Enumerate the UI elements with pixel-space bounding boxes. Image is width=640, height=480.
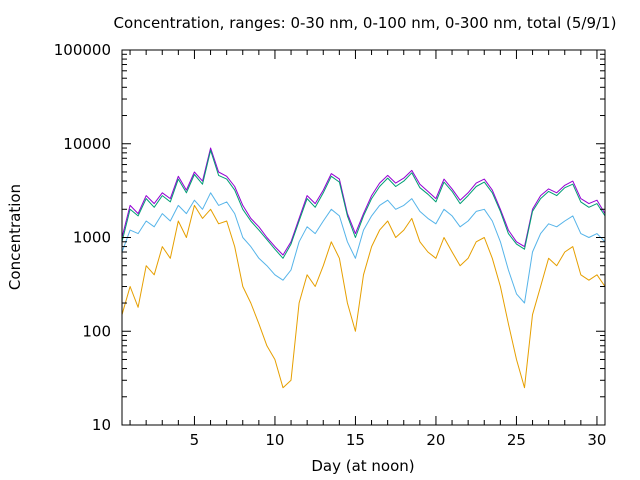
series-line-3: [121, 147, 606, 256]
y-tick-label: 1000: [73, 229, 111, 247]
x-tick-label: 20: [426, 431, 445, 449]
y-tick-label: 10: [92, 416, 111, 434]
y-tick-label: 100: [82, 322, 111, 340]
y-tick-label: 10000: [63, 135, 111, 153]
x-tick-label: 30: [587, 431, 606, 449]
y-axis-label: Concentration: [6, 184, 24, 290]
series-layer: [121, 147, 606, 389]
series-line-2: [121, 192, 606, 304]
x-tick-label: 5: [190, 431, 200, 449]
series-line-1: [121, 204, 606, 389]
axes-layer: 5 10 15 20 25 30 10 100 1000 10000 100000: [54, 41, 607, 449]
x-tick-label: 15: [346, 431, 365, 449]
x-tick-label: 10: [265, 431, 284, 449]
y-tick-label: 100000: [54, 41, 111, 59]
x-axis-label: Day (at noon): [311, 457, 414, 475]
series-line-4: [121, 149, 606, 259]
chart-title: Concentration, ranges: 0-30 nm, 0-100 nm…: [114, 14, 617, 32]
plot-frame: [121, 49, 606, 426]
x-tick-label: 25: [507, 431, 526, 449]
